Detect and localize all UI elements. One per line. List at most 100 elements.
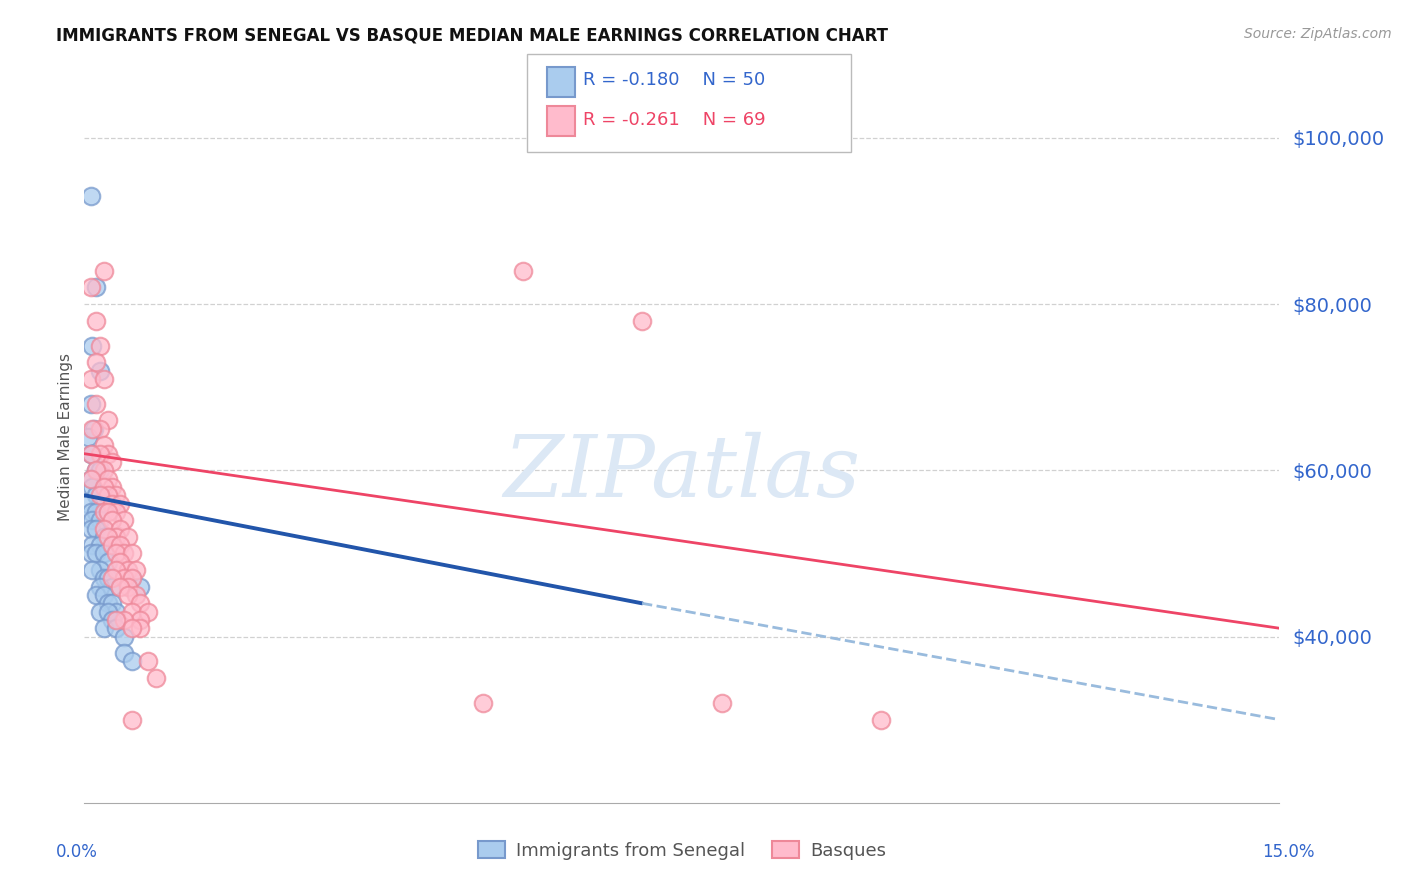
Point	[121, 571, 143, 585]
Point	[117, 563, 139, 577]
Point	[80, 472, 103, 486]
Point	[82, 538, 104, 552]
Point	[110, 580, 132, 594]
Point	[97, 488, 120, 502]
Point	[101, 480, 124, 494]
Point	[86, 546, 108, 560]
Point	[112, 630, 135, 644]
Point	[101, 596, 124, 610]
Point	[83, 422, 105, 436]
Point	[117, 588, 139, 602]
Point	[89, 447, 111, 461]
Point	[86, 355, 108, 369]
Point	[101, 455, 124, 469]
Point	[136, 605, 159, 619]
Point	[93, 621, 115, 635]
Point	[93, 588, 115, 602]
Point	[89, 605, 111, 619]
Point	[129, 613, 152, 627]
Point	[136, 655, 159, 669]
Point	[82, 513, 104, 527]
Point	[82, 422, 104, 436]
Point	[631, 314, 654, 328]
Point	[112, 546, 135, 560]
Point	[105, 546, 128, 560]
Point	[82, 480, 104, 494]
Point	[77, 430, 100, 444]
Point	[112, 513, 135, 527]
Point	[105, 605, 128, 619]
Point	[101, 497, 124, 511]
Text: 15.0%: 15.0%	[1263, 843, 1315, 861]
Point	[97, 447, 120, 461]
Point	[145, 671, 167, 685]
Point	[121, 655, 143, 669]
Point	[121, 621, 143, 635]
Point	[97, 596, 120, 610]
Point	[80, 280, 103, 294]
Point	[105, 621, 128, 635]
Point	[86, 397, 108, 411]
Point	[86, 314, 108, 328]
Point	[80, 447, 103, 461]
Point	[110, 555, 132, 569]
Point	[105, 563, 128, 577]
Point	[121, 605, 143, 619]
Point	[80, 397, 103, 411]
Point	[105, 530, 128, 544]
Point	[93, 530, 115, 544]
Point	[97, 571, 120, 585]
Point	[80, 372, 103, 386]
Point	[80, 505, 103, 519]
Point	[121, 546, 143, 560]
Point	[93, 521, 115, 535]
Point	[89, 497, 111, 511]
Text: R = -0.261    N = 69: R = -0.261 N = 69	[583, 111, 766, 128]
Point	[125, 563, 148, 577]
Point	[121, 713, 143, 727]
Point	[471, 696, 494, 710]
Point	[101, 613, 124, 627]
Point	[86, 463, 108, 477]
Point	[80, 546, 103, 560]
Point	[86, 505, 108, 519]
Point	[512, 264, 534, 278]
Point	[121, 571, 143, 585]
Point	[110, 538, 132, 552]
Y-axis label: Median Male Earnings: Median Male Earnings	[58, 353, 73, 521]
Point	[112, 646, 135, 660]
Point	[105, 613, 128, 627]
Point	[105, 488, 128, 502]
Point	[93, 505, 115, 519]
Point	[112, 571, 135, 585]
Point	[129, 580, 152, 594]
Point	[80, 472, 103, 486]
Point	[112, 613, 135, 627]
Point	[97, 413, 120, 427]
Point	[89, 363, 111, 377]
Point	[97, 472, 120, 486]
Point	[82, 339, 104, 353]
Point	[89, 488, 111, 502]
Point	[80, 521, 103, 535]
Text: IMMIGRANTS FROM SENEGAL VS BASQUE MEDIAN MALE EARNINGS CORRELATION CHART: IMMIGRANTS FROM SENEGAL VS BASQUE MEDIAN…	[56, 27, 889, 45]
Point	[93, 480, 115, 494]
Point	[117, 530, 139, 544]
Point	[129, 621, 152, 635]
Point	[93, 546, 115, 560]
Point	[89, 463, 111, 477]
Point	[101, 513, 124, 527]
Point	[86, 521, 108, 535]
Point	[129, 596, 152, 610]
Point	[93, 463, 115, 477]
Point	[82, 447, 104, 461]
Point	[89, 538, 111, 552]
Point	[97, 555, 120, 569]
Point	[80, 189, 103, 203]
Text: 0.0%: 0.0%	[56, 843, 98, 861]
Point	[125, 588, 148, 602]
Point	[101, 580, 124, 594]
Point	[89, 513, 111, 527]
Point	[93, 571, 115, 585]
Point	[101, 538, 124, 552]
